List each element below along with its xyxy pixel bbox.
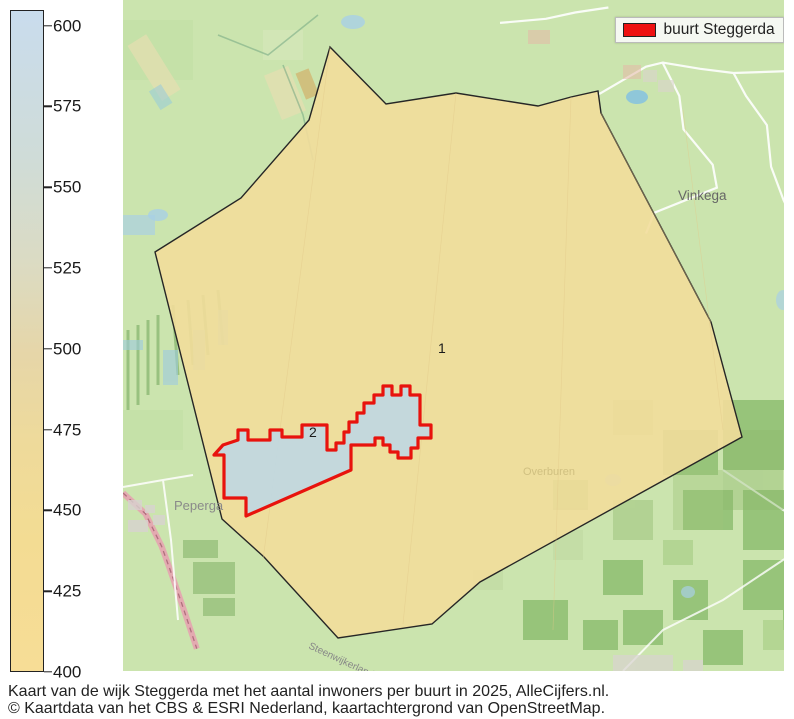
svg-text:1: 1 [438, 340, 446, 356]
svg-text:Peperga: Peperga [174, 498, 224, 513]
svg-text:2: 2 [309, 424, 317, 440]
svg-text:Overburen: Overburen [523, 466, 575, 478]
svg-text:Vinkega: Vinkega [678, 188, 727, 203]
